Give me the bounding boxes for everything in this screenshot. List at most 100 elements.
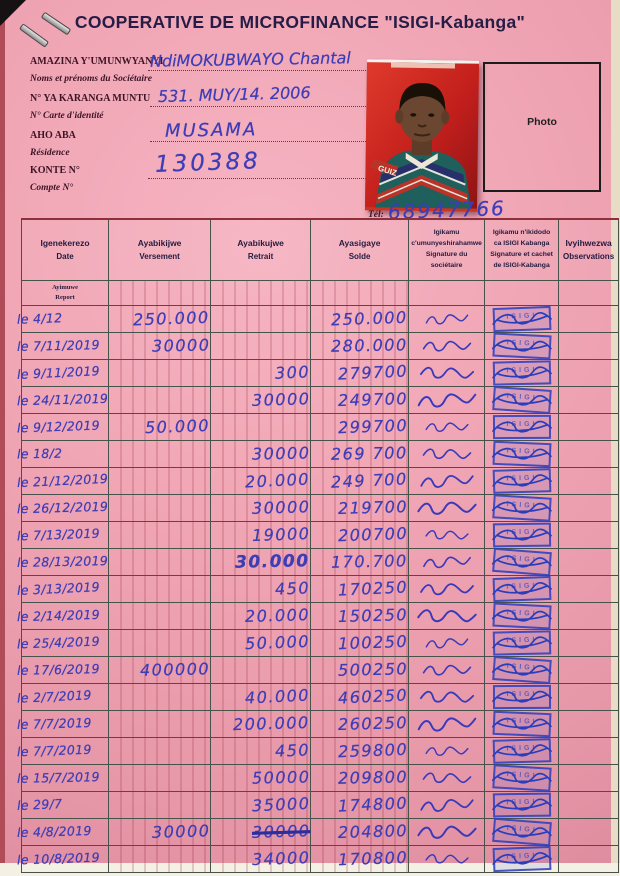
deposit-cell: 400000 [108, 656, 212, 684]
entry-date: le 17/6/2019 [16, 661, 100, 678]
entry-date: le 2/7/2019 [16, 687, 92, 706]
date-cell: le 4/8/2019 [17, 818, 110, 846]
cashier-signature-scribble [491, 474, 552, 487]
balance-amount: 200700 [337, 523, 409, 546]
isigi-stamp-icon: ISIGI [491, 522, 552, 548]
isigi-stamp-icon: ISIGI [491, 684, 552, 710]
deposit-cell [108, 494, 212, 522]
member-signature-cell [408, 386, 486, 414]
member-signature-cell [408, 818, 486, 846]
balance-cell: 219700 [310, 494, 410, 522]
stamp-cell: ISIGI [484, 656, 560, 684]
deposit-cell [108, 359, 212, 387]
cashier-signature-scribble [491, 312, 552, 325]
balance-cell: 260250 [310, 710, 410, 738]
withdrawal-amount: 50.000 [244, 631, 311, 654]
observation-cell [558, 710, 620, 738]
deposit-amount: 30000 [151, 335, 211, 356]
date-cell: le 29/7 [17, 791, 110, 819]
entry-date: le 3/13/2019 [16, 579, 101, 598]
observation-cell [558, 413, 620, 441]
ledger-header-row: Igenekerezo Date Ayabikijwe Versement Ayabik… [20, 218, 620, 281]
date-cell: le 7/11/2019 [17, 332, 110, 360]
balance-cell: 100250 [310, 629, 410, 657]
balance-cell: 250.000 [310, 305, 410, 333]
cashier-signature-scribble [491, 555, 552, 568]
entry-date: le 7/13/2019 [16, 525, 101, 544]
observation-cell [558, 305, 620, 333]
member-signature-cell [408, 332, 486, 360]
deposit-amount: 30000 [151, 821, 211, 842]
member-signature-scribble [417, 717, 476, 732]
balance-cell: 299700 [310, 413, 410, 441]
ledger-row: le 17/6/2019 400000 500250 ISIGI [17, 656, 620, 684]
balance-amount: 100250 [337, 631, 409, 654]
entry-date: le 10/8/2019 [16, 849, 101, 868]
label-noms: Noms et prénoms du Sociétaire [30, 74, 152, 84]
member-signature-cell [408, 764, 486, 792]
deposit-cell [108, 629, 212, 657]
withdrawal-cell: 30000 [210, 440, 312, 468]
stamp-cell: ISIGI [484, 602, 560, 630]
ledger-row: le 9/11/2019 300 279700 ISIGI [17, 359, 620, 387]
isigi-stamp-icon: ISIGI [491, 630, 552, 656]
balance-amount: 299700 [337, 415, 409, 438]
ledger-row: le 28/13/2019 30.000 170.700 ISIGI [17, 547, 620, 577]
withdrawal-amount: 35000 [251, 793, 311, 816]
stamp-cell: ISIGI [484, 845, 560, 873]
isigi-stamp-icon: ISIGI [491, 468, 552, 494]
date-cell: le 18/2 [17, 440, 110, 468]
entry-date: le 4/8/2019 [16, 822, 92, 841]
cashier-signature-scribble [491, 528, 552, 541]
member-signature-cell [408, 521, 486, 549]
member-signature-cell [408, 629, 486, 657]
balance-amount: 174800 [337, 793, 409, 816]
observation-cell [558, 575, 620, 603]
balance-amount: 219700 [337, 497, 409, 518]
entry-date: le 7/7/2019 [16, 714, 92, 733]
balance-amount: 260250 [337, 713, 409, 734]
ledger-header-cell: Ayabikujwe Retrait [210, 218, 312, 281]
cashier-signature-scribble [491, 798, 552, 811]
balance-amount: 500250 [337, 659, 409, 680]
member-signature-cell [408, 602, 486, 630]
deposit-cell [108, 683, 212, 711]
observation-cell [558, 656, 620, 684]
label-compte: Compte N° [30, 183, 74, 193]
member-signature-scribble [425, 638, 468, 649]
stamp-cell: ISIGI [484, 764, 560, 792]
entry-date: le 2/14/2019 [16, 606, 101, 625]
cashier-signature-scribble [491, 744, 552, 757]
deposit-amount: 400000 [139, 659, 211, 680]
balance-amount: 150250 [337, 605, 409, 626]
balance-cell: 249700 [310, 386, 410, 414]
residence-value: MUSAMA [164, 119, 258, 142]
withdrawal-cell: 30000 [210, 386, 312, 414]
stamp-cell: ISIGI [484, 413, 560, 441]
date-cell: le 24/11/2019 [17, 386, 110, 414]
member-signature-cell [408, 683, 486, 711]
member-signature-cell [408, 440, 486, 468]
isigi-stamp-icon: ISIGI [491, 792, 552, 818]
isigi-stamp-icon: ISIGI [491, 440, 552, 468]
balance-cell: 269 700 [310, 440, 410, 468]
ledger-row: le 2/7/2019 40.000 460250 ISIGI [17, 683, 620, 711]
deposit-cell [108, 710, 212, 738]
cashier-signature-scribble [491, 420, 552, 433]
cashier-signature-scribble [491, 690, 552, 703]
member-signature-cell [408, 845, 486, 873]
ledger-subheader-cell [484, 280, 560, 306]
isigi-stamp-icon: ISIGI [491, 656, 552, 684]
isigi-stamp-icon: ISIGI [491, 710, 552, 738]
member-signature-cell [408, 737, 486, 765]
balance-cell: 279700 [310, 359, 410, 387]
ledger-row: le 10/8/2019 34000 170800 ISIGI [17, 845, 620, 873]
date-cell: le 2/7/2019 [17, 683, 110, 711]
balance-amount: 259800 [337, 739, 409, 762]
deposit-cell [108, 575, 212, 603]
balance-cell: 170.700 [310, 548, 410, 576]
member-signature-scribble [425, 746, 469, 757]
stamp-cell: ISIGI [484, 575, 560, 603]
balance-cell: 170250 [310, 575, 410, 603]
